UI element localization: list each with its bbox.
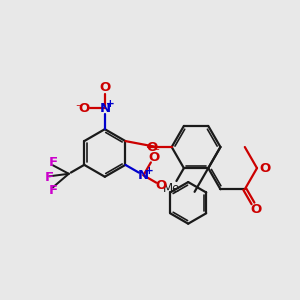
Text: O: O [250,202,262,216]
Text: ⁻: ⁻ [154,148,159,158]
Text: F: F [45,171,54,184]
Text: O: O [78,102,90,115]
Text: O: O [260,162,271,175]
Text: ⁻: ⁻ [76,103,82,113]
Text: O: O [156,179,167,192]
Text: N: N [99,102,110,115]
Text: O: O [147,140,158,154]
Text: F: F [48,156,58,169]
Text: O: O [148,151,160,164]
Text: +: + [106,99,115,109]
Text: O: O [99,81,110,94]
Text: F: F [48,184,58,197]
Text: N: N [138,169,149,182]
Text: Me: Me [163,182,181,195]
Text: +: + [145,166,154,176]
